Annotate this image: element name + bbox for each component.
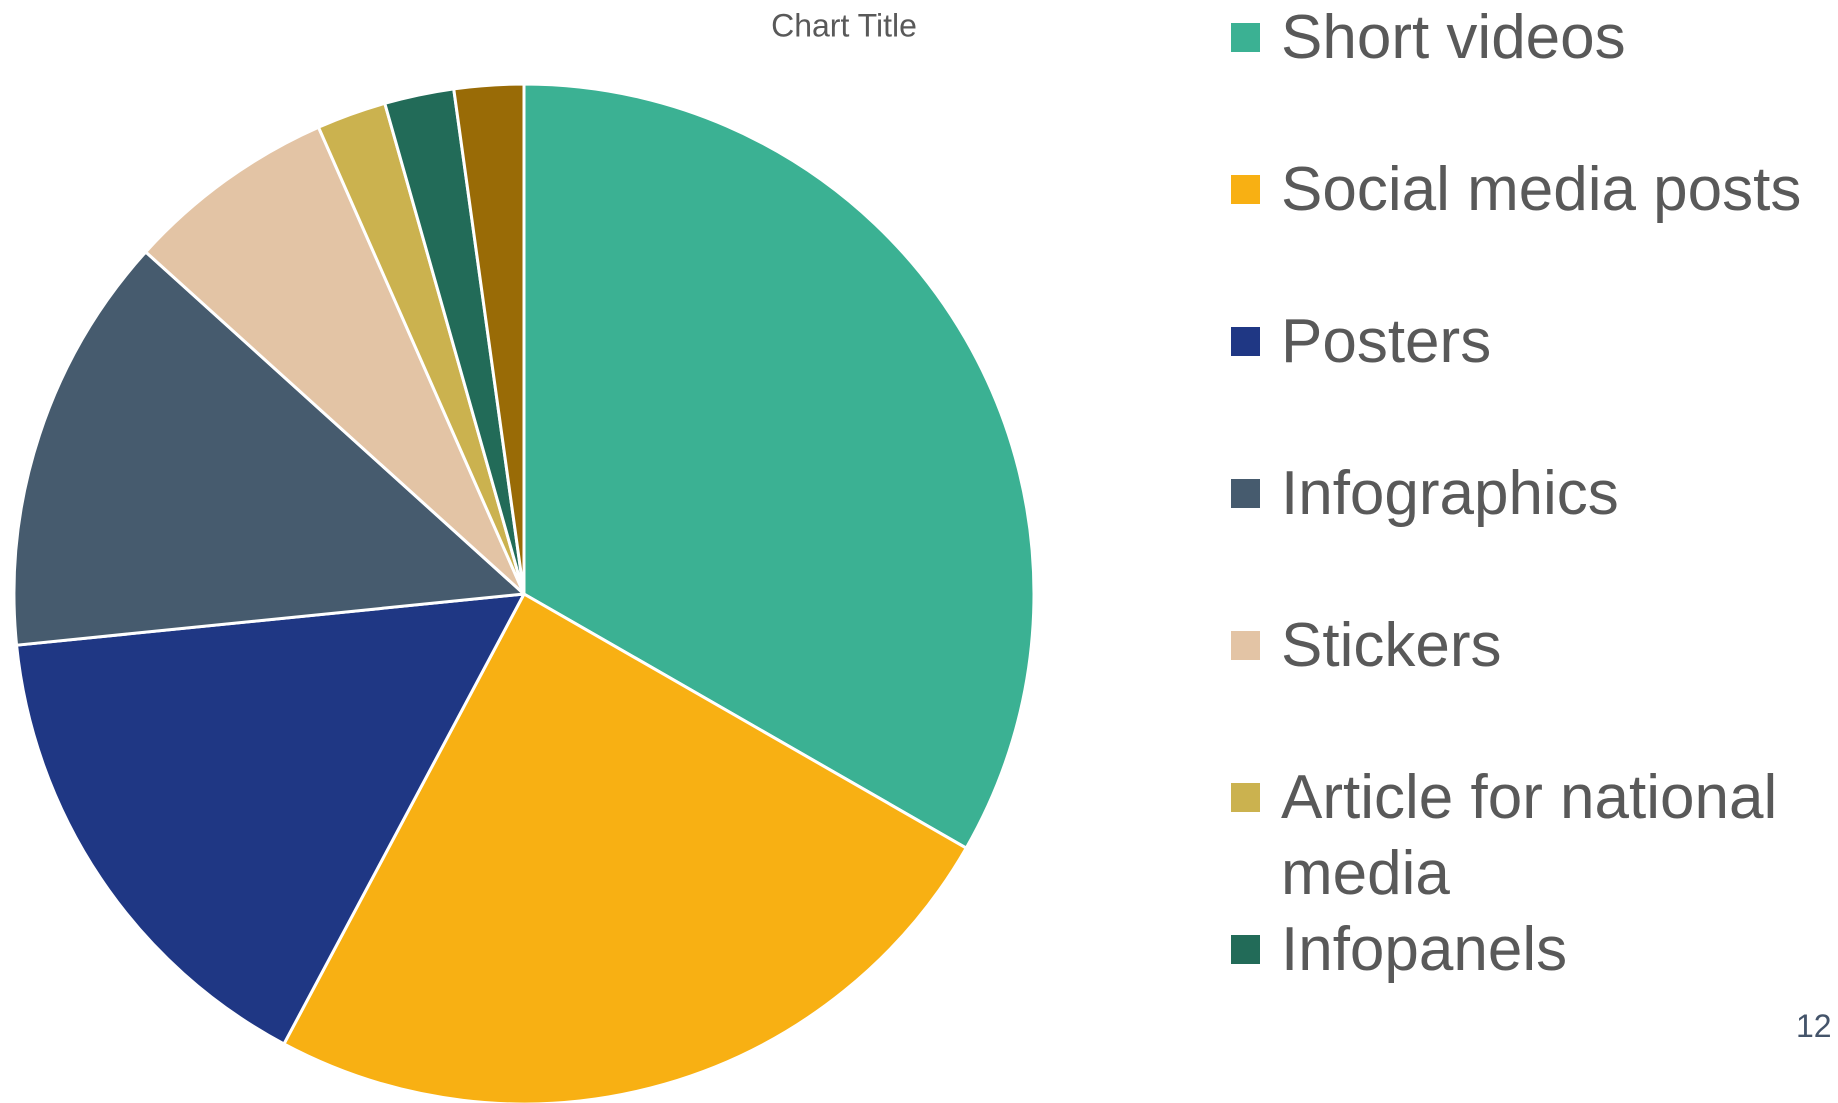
pie-slice <box>15 592 526 1046</box>
legend-swatch <box>1231 23 1260 52</box>
legend-swatch <box>1231 327 1260 356</box>
legend-label: Infopanels <box>1281 915 1568 984</box>
legend-swatch <box>1231 631 1260 660</box>
legend-label: Posters <box>1281 307 1492 376</box>
pie-slice <box>522 82 1036 850</box>
legend-swatch <box>1231 479 1260 508</box>
legend-item: Stickers <box>1231 608 1831 684</box>
legend-item: Social media posts <box>1231 152 1831 228</box>
legend-label: Article for national media <box>1281 763 1778 908</box>
pie-slice <box>12 250 526 647</box>
legend-item: Posters <box>1231 304 1831 380</box>
legend-item: Infographics <box>1231 456 1831 532</box>
legend-label: Social media posts <box>1281 155 1802 224</box>
legend-swatch <box>1231 175 1260 204</box>
pie-slice <box>144 125 526 596</box>
chart-title: Chart Title <box>771 7 917 43</box>
legend-label: Infographics <box>1281 459 1619 528</box>
legend-label: Short videos <box>1281 3 1626 72</box>
legend-swatch <box>1231 783 1260 812</box>
page-number: 12 <box>1796 1008 1832 1044</box>
pie-slice <box>452 82 526 596</box>
legend-item: Infopanels <box>1231 912 1831 988</box>
legend-item: Article for national media <box>1231 760 1831 912</box>
legend-swatch <box>1231 935 1260 964</box>
legend-label: Stickers <box>1281 611 1502 680</box>
legend-item: Short videos <box>1231 0 1831 76</box>
pie-slice <box>282 592 968 1103</box>
